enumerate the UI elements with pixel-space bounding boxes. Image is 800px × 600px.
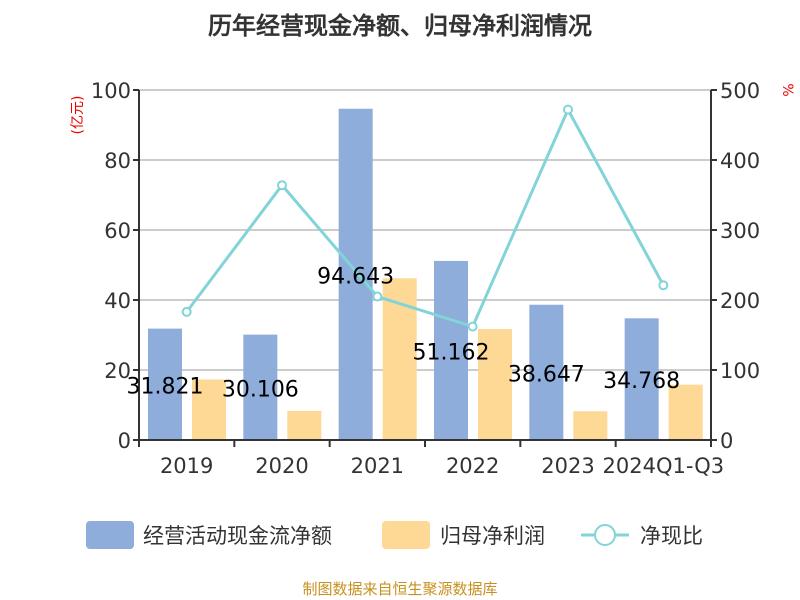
y-right-tick-label: 0 [720, 429, 733, 453]
point-ratio-2019 [181, 306, 192, 317]
y-right-label: % [779, 83, 795, 96]
bar-cashflow-2024Q1-Q3 [624, 318, 659, 440]
chart-title: 历年经营现金净额、归母净利润情况 [208, 12, 592, 40]
legend-label-cashflow: 经营活动现金流净额 [143, 524, 332, 548]
y-left-tick-label: 20 [104, 359, 131, 383]
data-label-cashflow: 94.643 [317, 264, 394, 289]
data-label-cashflow: 31.821 [127, 374, 204, 399]
bar-cashflow-2023 [529, 304, 564, 440]
legend-swatch-cashflow [86, 521, 134, 549]
y-right-tick-label: 200 [720, 289, 760, 313]
y-right-tick-label: 300 [720, 219, 760, 243]
source-note: 制图数据来自恒生聚源数据库 [302, 580, 497, 598]
bar-profit-2020 [287, 410, 322, 440]
x-tick-label: 2023 [541, 454, 594, 478]
y-left-tick-label: 100 [91, 79, 131, 103]
y-left-label: (亿元) [70, 96, 86, 135]
x-tick-label: 2024Q1-Q3 [603, 454, 725, 478]
y-right-tick-label: 100 [720, 359, 760, 383]
bar-profit-2024Q1-Q3 [668, 384, 703, 440]
data-label-cashflow: 38.647 [508, 362, 585, 387]
y-left-tick-label: 0 [118, 429, 131, 453]
bar-profit-2021 [382, 278, 417, 440]
bar-profit-2022 [478, 329, 512, 440]
legend-marker-ratio [594, 524, 616, 546]
x-tick-label: 2019 [160, 454, 213, 478]
point-ratio-2021 [372, 291, 383, 302]
point-ratio-2024Q1-Q3 [658, 280, 669, 291]
bar-cashflow-2019 [148, 328, 182, 440]
y-left-tick-label: 80 [104, 149, 131, 173]
bar-profit-2023 [573, 411, 608, 440]
point-ratio-2020 [277, 180, 287, 191]
legend: 经营活动现金流净额 归母净利润 净现比 [86, 521, 703, 549]
legend-label-profit: 归母净利润 [440, 524, 545, 548]
y-right-tick-label: 400 [720, 149, 760, 173]
y-left-tick-label: 60 [104, 219, 131, 243]
bar-cashflow-2021 [338, 108, 373, 440]
point-ratio-2023 [563, 104, 573, 115]
line-ratio [185, 106, 665, 329]
bar-cashflow-2022 [434, 260, 468, 440]
y-right-tick-label: 500 [720, 79, 760, 103]
bar-profit-2019 [192, 379, 226, 440]
data-label-cashflow: 34.768 [603, 369, 680, 394]
data-label-cashflow: 51.162 [413, 340, 490, 365]
point-ratio-2022 [467, 321, 478, 332]
x-tick-label: 2022 [446, 454, 499, 478]
legend-label-ratio: 净现比 [640, 524, 703, 548]
x-tick-label: 2021 [351, 454, 404, 478]
x-tick-label: 2020 [255, 454, 308, 478]
bar-cashflow-2020 [243, 334, 278, 440]
data-label-cashflow: 30.106 [222, 377, 299, 402]
legend-swatch-profit [382, 521, 430, 549]
y-left-tick-label: 40 [104, 289, 131, 313]
